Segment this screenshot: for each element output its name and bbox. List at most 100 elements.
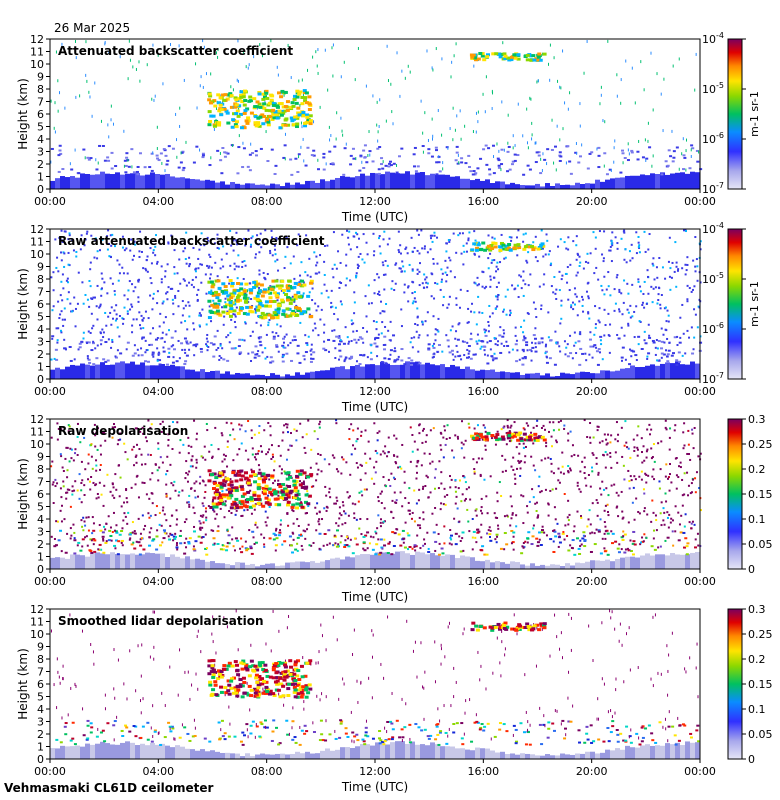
heatmap-cell xyxy=(230,125,235,129)
heatmap-cell xyxy=(296,308,301,312)
heatmap-cell xyxy=(416,324,419,327)
heatmap-cell xyxy=(594,323,597,326)
heatmap-cell xyxy=(443,542,446,545)
heatmap-cell xyxy=(497,268,500,271)
heatmap-cell xyxy=(115,304,118,307)
heatmap-cell xyxy=(78,346,82,349)
heatmap-cell xyxy=(170,42,172,46)
heatmap-cell xyxy=(600,284,603,287)
colorbar-tick-exponent: -4 xyxy=(716,31,724,40)
heatmap-cell xyxy=(471,536,474,539)
heatmap-cell xyxy=(50,160,52,164)
heatmap-cell xyxy=(422,518,425,521)
heatmap-cell xyxy=(445,280,448,283)
heatmap-cell xyxy=(234,103,239,107)
heatmap-cell xyxy=(581,143,583,147)
heatmap-cell xyxy=(452,138,454,142)
heatmap-cell xyxy=(271,279,276,283)
heatmap-cell xyxy=(362,341,365,344)
heatmap-cell xyxy=(641,461,644,464)
heatmap-cell xyxy=(155,173,160,189)
heatmap-cell xyxy=(380,361,385,379)
heatmap-cell xyxy=(74,148,76,152)
heatmap-cell xyxy=(283,346,287,349)
heatmap-cell xyxy=(64,551,68,554)
heatmap-cell xyxy=(690,154,692,158)
heatmap-cell xyxy=(50,436,53,439)
heatmap-cell xyxy=(155,553,160,569)
heatmap-cell xyxy=(276,311,281,315)
heatmap-cell xyxy=(622,230,625,233)
heatmap-cell xyxy=(655,519,658,522)
heatmap-cell xyxy=(334,502,337,505)
heatmap-cell xyxy=(487,320,490,323)
heatmap-cell xyxy=(468,530,471,533)
heatmap-cell xyxy=(292,94,297,98)
heatmap-cell xyxy=(120,530,124,533)
heatmap-cell xyxy=(366,531,370,534)
heatmap-cell xyxy=(522,339,526,342)
heatmap-cell xyxy=(310,561,315,569)
heatmap-cell xyxy=(157,447,160,450)
heatmap-cell xyxy=(567,107,569,111)
heatmap-cell xyxy=(630,556,635,569)
y-tick-label: 4 xyxy=(37,323,44,336)
heatmap-cell xyxy=(685,554,690,569)
heatmap-cell xyxy=(122,272,125,275)
heatmap-cell xyxy=(334,306,337,309)
heatmap-cell xyxy=(358,491,361,494)
heatmap-cell xyxy=(697,544,700,547)
y-tick-label: 3 xyxy=(37,336,44,349)
heatmap-cell xyxy=(573,453,576,456)
heatmap-cell xyxy=(173,480,176,483)
heatmap-cell xyxy=(306,146,310,149)
heatmap-cell xyxy=(162,148,166,151)
heatmap-cell xyxy=(356,267,359,270)
heatmap-cell xyxy=(50,99,52,103)
heatmap-cell xyxy=(377,130,379,134)
heatmap-cell xyxy=(542,255,545,258)
heatmap-cell xyxy=(440,547,444,550)
heatmap-cell xyxy=(113,293,116,296)
heatmap-cell xyxy=(286,426,289,429)
heatmap-cell xyxy=(434,468,437,471)
heatmap-cell xyxy=(694,236,697,239)
heatmap-cell xyxy=(524,357,527,360)
heatmap-cell xyxy=(660,92,662,96)
heatmap-cell xyxy=(183,521,186,524)
heatmap-cell xyxy=(360,173,365,189)
heatmap-cell xyxy=(415,477,418,480)
heatmap-cell xyxy=(150,365,155,379)
heatmap-cell xyxy=(290,444,293,447)
heatmap-cell xyxy=(247,420,250,423)
heatmap-cell xyxy=(671,160,675,163)
heatmap-cell xyxy=(302,354,306,357)
heatmap-cell xyxy=(388,357,391,360)
heatmap-cell xyxy=(585,484,588,487)
heatmap-cell xyxy=(201,308,204,311)
heatmap-cell xyxy=(493,245,498,249)
heatmap-cell xyxy=(421,321,424,324)
heatmap-cell xyxy=(455,151,459,154)
heatmap-cell xyxy=(163,340,166,343)
heatmap-cell xyxy=(168,538,172,541)
heatmap-cell xyxy=(365,175,370,189)
heatmap-cell xyxy=(195,461,198,464)
heatmap-cell xyxy=(326,244,329,247)
heatmap-cell xyxy=(664,419,667,422)
heatmap-cell xyxy=(61,318,64,321)
heatmap-cell xyxy=(454,337,457,340)
heatmap-cell xyxy=(520,564,525,569)
heatmap-cell xyxy=(269,287,274,291)
heatmap-cell xyxy=(270,148,274,151)
heatmap-cell xyxy=(567,248,570,251)
heatmap-cell xyxy=(274,549,277,552)
heatmap-cell xyxy=(402,265,405,268)
heatmap-cell xyxy=(651,262,654,265)
heatmap-cell xyxy=(194,270,197,273)
heatmap-cell xyxy=(553,363,557,366)
heatmap-cell xyxy=(159,544,163,547)
heatmap-cell xyxy=(561,532,565,535)
heatmap-cell xyxy=(354,503,357,506)
heatmap-cell xyxy=(498,334,502,337)
